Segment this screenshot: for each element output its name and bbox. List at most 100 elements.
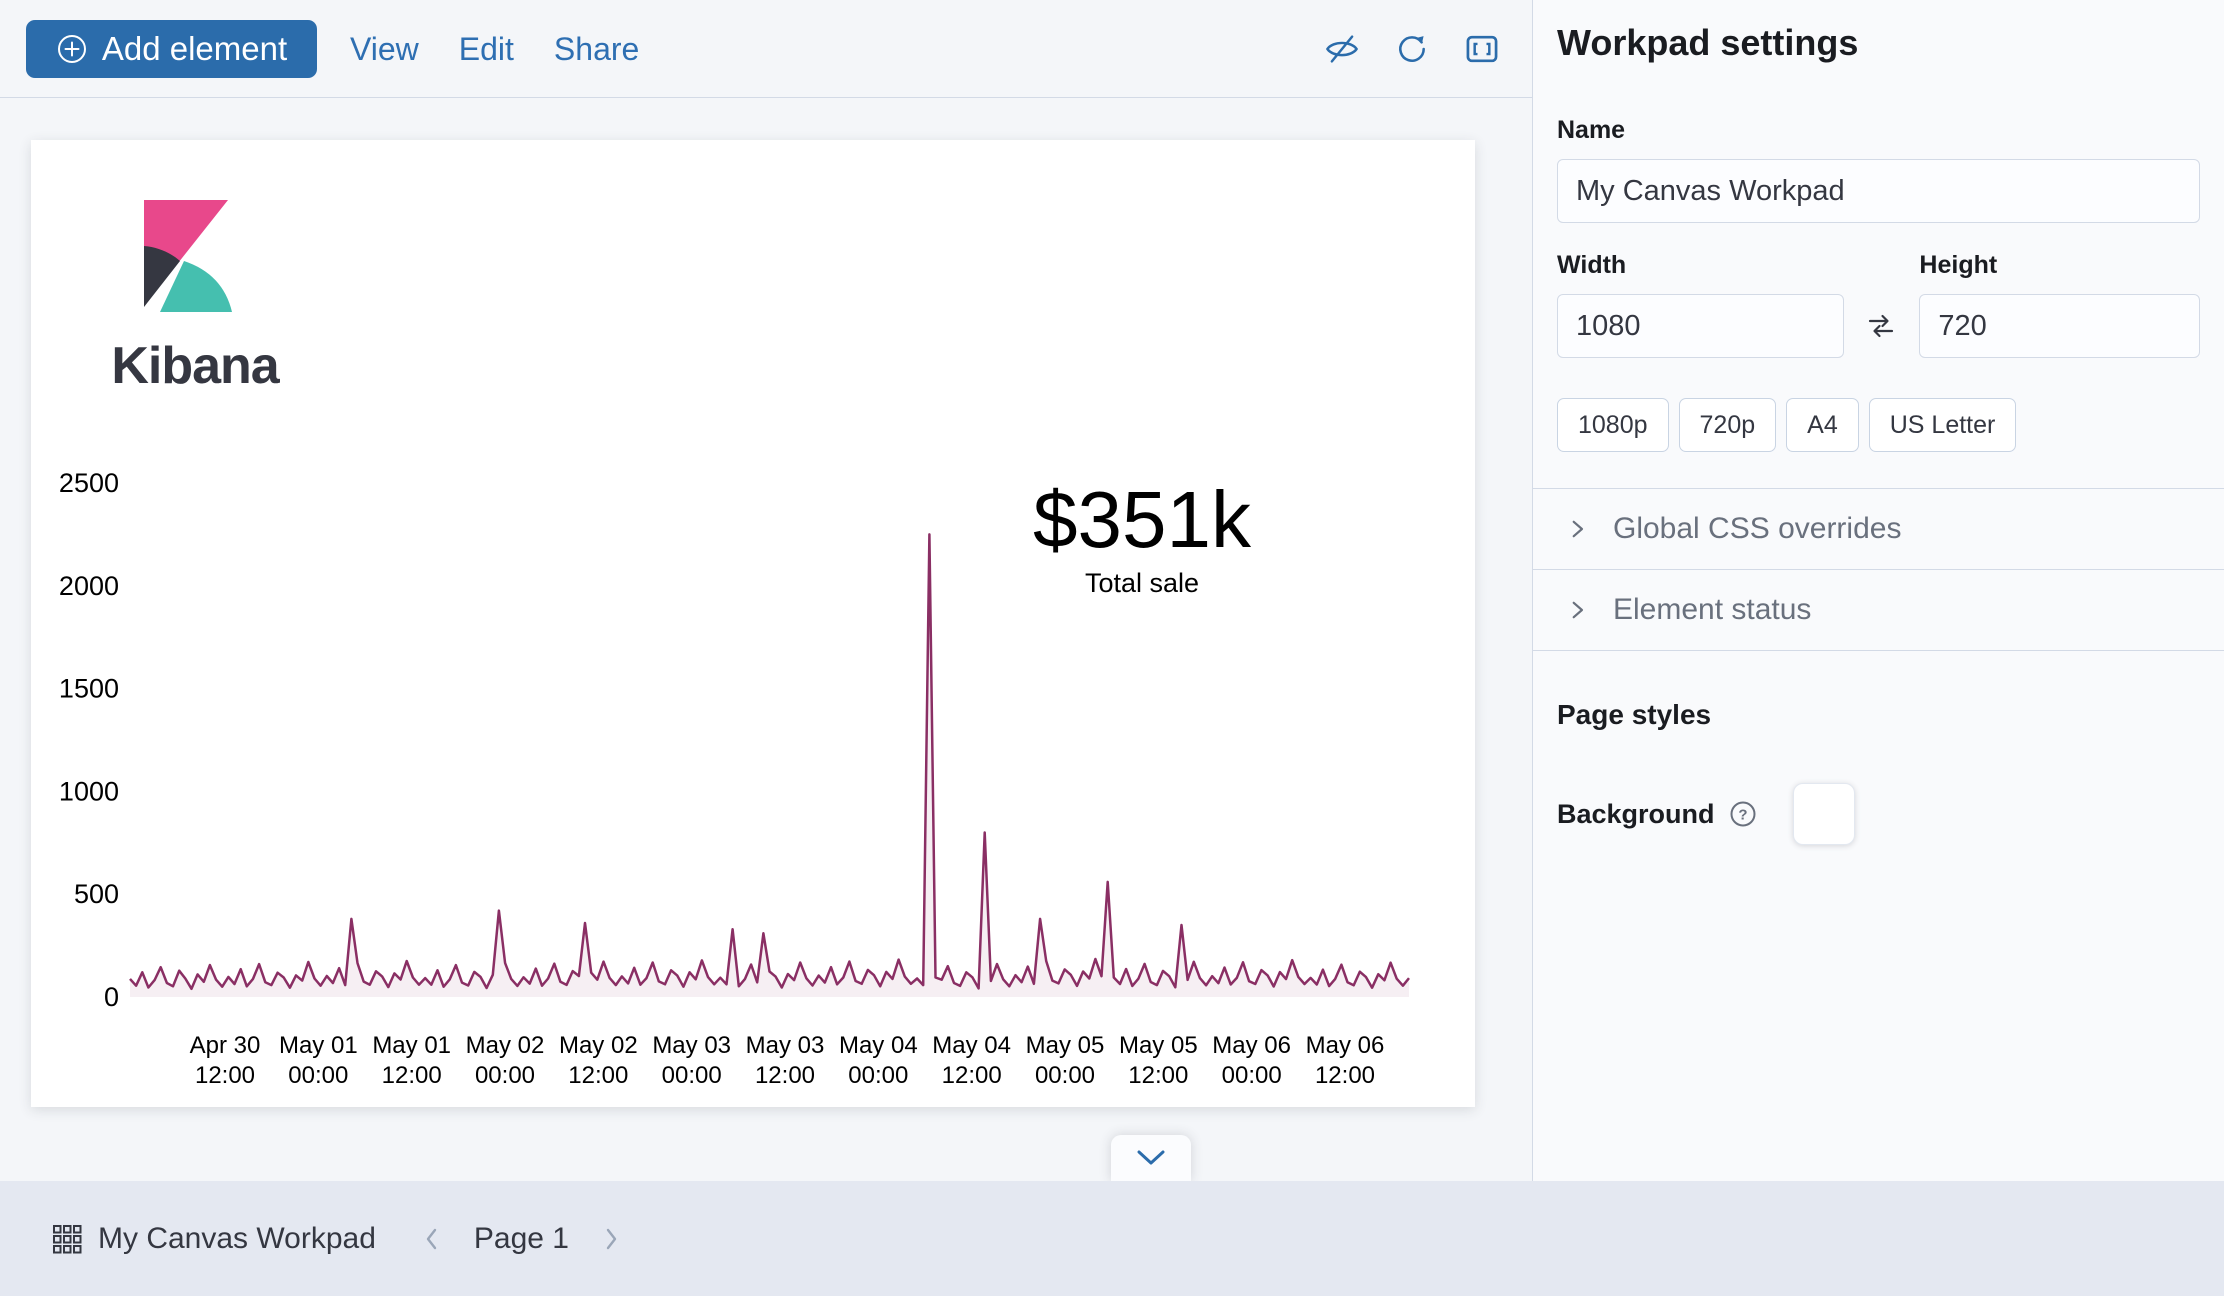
- x-axis-tick-label: May 06: [1306, 1032, 1385, 1059]
- global-css-overrides-accordion[interactable]: Global CSS overrides: [1533, 489, 2224, 569]
- x-axis-tick-label: 00:00: [288, 1062, 348, 1089]
- background-label: Background: [1557, 798, 1715, 829]
- metric-label: Total sale: [1084, 568, 1200, 598]
- x-axis-tick-label: 12:00: [195, 1062, 255, 1089]
- workpad-footer: My Canvas Workpad Page 1: [0, 1181, 2224, 1296]
- height-input[interactable]: [1919, 294, 2200, 358]
- nav-edit[interactable]: Edit: [458, 30, 514, 67]
- x-axis-tick-label: May 02: [559, 1032, 638, 1059]
- grid-icon: [52, 1224, 82, 1254]
- size-presets: 1080p 720p A4 US Letter: [1533, 398, 2224, 452]
- preset-720p-button[interactable]: 720p: [1678, 398, 1777, 452]
- section-divider: [1533, 650, 2224, 651]
- element-status-label: Element status: [1613, 593, 1812, 626]
- x-axis-tick-label: 00:00: [475, 1062, 535, 1089]
- x-axis-tick-label: 12:00: [942, 1062, 1002, 1089]
- section-divider: [1533, 569, 2224, 570]
- y-axis-tick-label: 1000: [59, 776, 119, 806]
- x-axis-tick-label: 12:00: [755, 1062, 815, 1089]
- metric-value: $351k: [1033, 475, 1251, 564]
- x-axis-tick-label: 12:00: [568, 1062, 628, 1089]
- workpad-name-input[interactable]: [1557, 159, 2200, 223]
- y-axis-tick-label: 0: [104, 982, 119, 1012]
- page-grid-button[interactable]: [52, 1224, 82, 1254]
- x-axis-tick-label: 00:00: [662, 1062, 722, 1089]
- top-toolbar: Add element View Edit Share: [0, 0, 1532, 98]
- y-axis-tick-label: 2000: [59, 571, 119, 601]
- chevron-right-icon: [599, 1226, 623, 1252]
- nav-view[interactable]: View: [350, 30, 419, 67]
- x-axis-tick-label: May 03: [746, 1032, 825, 1059]
- x-axis-tick-label: 00:00: [1035, 1062, 1095, 1089]
- x-axis-tick-label: 12:00: [382, 1062, 442, 1089]
- add-element-button[interactable]: Add element: [26, 20, 317, 78]
- sales-line-chart: 0 500 1000 1500 2000 2500 Apr 30 12:00 May 01 00:…: [59, 470, 1410, 1089]
- current-page-label: Page 1: [473, 1221, 569, 1255]
- kibana-logo-wordmark: Kibana: [111, 337, 279, 395]
- x-axis-tick-label: May 01: [372, 1032, 451, 1059]
- chevron-right-icon: [1566, 518, 1588, 540]
- page-navigator: Page 1: [376, 1222, 623, 1256]
- swap-dimensions-icon: [1867, 313, 1895, 339]
- page-styles-heading: Page styles: [1557, 699, 1712, 730]
- metric-element: $351k Total sale: [967, 480, 1317, 599]
- x-axis-tick-label: May 05: [1119, 1032, 1198, 1059]
- chevron-left-icon: [420, 1226, 444, 1252]
- previous-page-button[interactable]: [420, 1226, 444, 1252]
- x-axis-tick-label: May 04: [839, 1032, 918, 1059]
- workpad-page[interactable]: Kibana 0 500 1000 1500 2000 2500 Apr 30 12:00 Ma…: [31, 140, 1475, 1107]
- question-circle-icon: ?: [1729, 800, 1757, 828]
- preset-us-letter-button[interactable]: US Letter: [1868, 398, 2017, 452]
- x-axis-tick-label: May 02: [466, 1032, 545, 1059]
- chevron-right-icon: [1566, 599, 1588, 621]
- chart-line: [129, 533, 1410, 991]
- workpad-settings-panel: Workpad settings Name Width Height 10: [1532, 0, 2224, 1181]
- y-axis-tick-label: 500: [74, 879, 119, 909]
- add-element-label: Add element: [101, 30, 288, 67]
- x-axis-tick-label: May 04: [932, 1032, 1011, 1059]
- chart-area-fill: [130, 534, 1409, 997]
- x-axis-tick-label: 00:00: [848, 1062, 908, 1089]
- hide-toolbar-button[interactable]: [1320, 27, 1364, 71]
- fullscreen-icon: [1464, 31, 1500, 67]
- kibana-logo: [144, 200, 232, 317]
- y-axis-tick-label: 2500: [59, 470, 119, 498]
- chevron-down-icon: [1136, 1150, 1166, 1166]
- x-axis-tick-label: 12:00: [1315, 1062, 1375, 1089]
- x-axis-tick-label: 12:00: [1128, 1062, 1188, 1089]
- x-axis-tick-label: May 05: [1026, 1032, 1105, 1059]
- x-axis-tick-label: May 06: [1212, 1032, 1291, 1059]
- y-axis-tick-label: 1500: [59, 674, 119, 704]
- svg-text:?: ?: [1738, 807, 1747, 824]
- fullscreen-button[interactable]: [1460, 27, 1504, 71]
- nav-share[interactable]: Share: [553, 30, 640, 67]
- height-label: Height: [1919, 251, 1998, 279]
- background-help-button[interactable]: ?: [1729, 800, 1757, 828]
- name-label: Name: [1557, 116, 1626, 144]
- next-page-button[interactable]: [599, 1226, 623, 1252]
- canvas-workspace: Kibana 0 500 1000 1500 2000 2500 Apr 30 12:00 Ma…: [0, 98, 1532, 1181]
- x-axis-tick-label: 00:00: [1222, 1062, 1282, 1089]
- x-axis-tick-label: Apr 30: [190, 1032, 261, 1059]
- eye-closed-icon: [1324, 31, 1360, 67]
- topbar-nav: View Edit Share: [350, 0, 639, 98]
- panel-title: Workpad settings: [1557, 22, 1859, 63]
- plus-in-circle-icon: [56, 33, 88, 65]
- refresh-button[interactable]: [1390, 27, 1434, 71]
- topbar-icon-group: [1320, 0, 1504, 98]
- kibana-logo-teal-shape: [160, 261, 232, 312]
- footer-workpad-name: My Canvas Workpad: [98, 1221, 376, 1255]
- x-axis-tick-label: May 03: [652, 1032, 731, 1059]
- preset-1080p-button[interactable]: 1080p: [1557, 398, 1669, 452]
- section-divider: [1533, 488, 2224, 489]
- preset-a4-button[interactable]: A4: [1786, 398, 1859, 452]
- refresh-icon: [1395, 32, 1429, 66]
- background-color-swatch[interactable]: [1792, 783, 1855, 845]
- page-manager-toggle-button[interactable]: [1111, 1135, 1191, 1181]
- element-status-accordion[interactable]: Element status: [1533, 570, 2224, 650]
- global-css-overrides-label: Global CSS overrides: [1613, 512, 1902, 545]
- width-label: Width: [1557, 251, 1627, 279]
- kibana-logo-dark-shape: [144, 246, 180, 307]
- background-setting-row: Background ?: [1533, 783, 2224, 845]
- width-input[interactable]: [1557, 294, 1844, 358]
